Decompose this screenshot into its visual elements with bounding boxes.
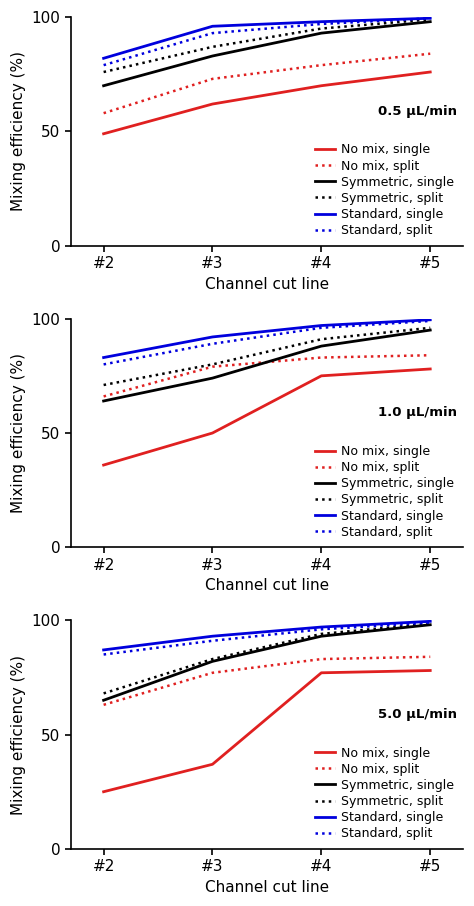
Legend: No mix, single, No mix, split, Symmetric, single, Symmetric, split, Standard, si: No mix, single, No mix, split, Symmetric… xyxy=(312,141,456,239)
X-axis label: Channel cut line: Channel cut line xyxy=(205,578,329,593)
Y-axis label: Mixing efficiency (%): Mixing efficiency (%) xyxy=(11,52,26,211)
Y-axis label: Mixing efficiency (%): Mixing efficiency (%) xyxy=(11,654,26,814)
Text: 1.0 μL/min: 1.0 μL/min xyxy=(378,406,457,419)
X-axis label: Channel cut line: Channel cut line xyxy=(205,277,329,292)
Legend: No mix, single, No mix, split, Symmetric, single, Symmetric, split, Standard, si: No mix, single, No mix, split, Symmetric… xyxy=(312,744,456,843)
Y-axis label: Mixing efficiency (%): Mixing efficiency (%) xyxy=(11,353,26,513)
X-axis label: Channel cut line: Channel cut line xyxy=(205,880,329,895)
Text: 5.0 μL/min: 5.0 μL/min xyxy=(378,708,457,721)
Text: 0.5 μL/min: 0.5 μL/min xyxy=(378,105,457,118)
Legend: No mix, single, No mix, split, Symmetric, single, Symmetric, split, Standard, si: No mix, single, No mix, split, Symmetric… xyxy=(312,442,456,541)
